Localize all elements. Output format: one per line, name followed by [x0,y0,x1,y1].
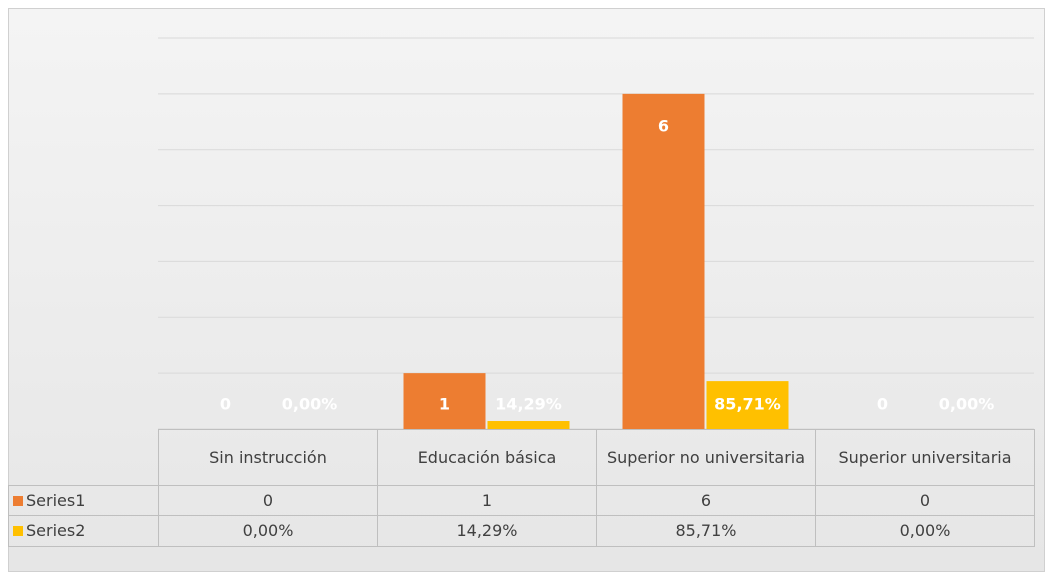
value-cell: 1 [377,485,597,516]
cell-text: 6 [700,490,712,510]
bar [622,93,705,429]
bar [487,421,570,429]
data-label: 0 [220,395,231,414]
cell-text: Superior no universitaria [606,447,806,467]
value-cell: 0,00% [815,515,1035,547]
cell-text: 0 [262,490,274,510]
cell-text: Series2 [26,521,86,540]
data-label: 85,71% [714,395,781,414]
value-cell: 6 [596,485,816,516]
data-label: 0,00% [282,395,338,414]
cell-text: 14,29% [456,521,518,540]
data-label: 0,00% [939,395,995,414]
category-cell: Sin instrucción [158,429,378,486]
bar [706,381,789,429]
data-label: 6 [658,116,669,135]
value-cell: 0 [815,485,1035,516]
cell-text: 0,00% [242,521,294,540]
cell-text: 0 [919,490,931,510]
cell-text: 0,00% [899,521,951,540]
value-cell: 0 [158,485,378,516]
category-cell: Educación básica [377,429,597,486]
legend-key [13,526,23,536]
cell-text: 85,71% [675,521,737,540]
legend-cell: Series1 [8,485,159,516]
legend-cell: Series2 [8,515,159,547]
value-cell: 0,00% [158,515,378,547]
cell-text: 1 [481,490,493,510]
category-cell: Superior no universitaria [596,429,816,486]
value-cell: 85,71% [596,515,816,547]
cell-text: Series1 [26,490,86,510]
bar [403,373,486,429]
data-label: 0 [877,395,888,414]
category-cell: Superior universitaria [815,429,1035,486]
data-label: 1 [439,395,450,414]
cell-text: Superior universitaria [838,447,1012,467]
cell-text: Educación básica [417,447,557,467]
data-label: 14,29% [495,395,562,414]
value-cell: 14,29% [377,515,597,547]
legend-key [13,495,23,506]
chart-frame [8,8,1045,572]
cell-text: Sin instrucción [209,447,327,467]
